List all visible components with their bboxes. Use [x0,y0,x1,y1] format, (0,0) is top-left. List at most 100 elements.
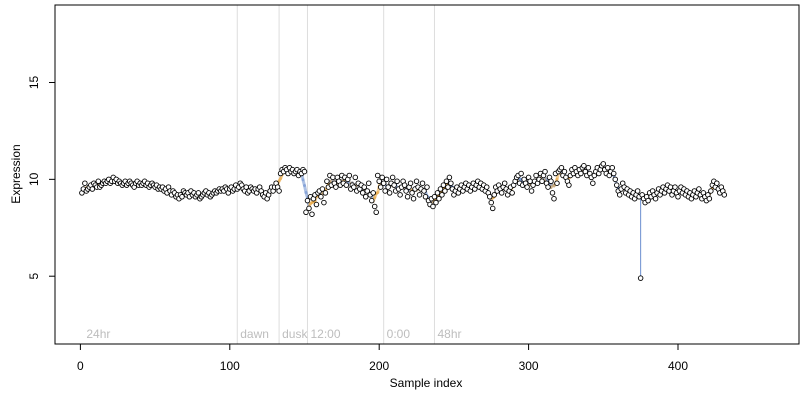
data-point [645,197,651,204]
data-point [542,168,548,175]
data-point [484,184,490,190]
data-point [391,182,397,188]
data-point [373,209,379,216]
data-point [424,184,430,190]
x-tick-label: 400 [668,359,688,373]
data-point [360,190,366,196]
data-point [545,184,551,190]
data-points [79,161,728,281]
data-point [195,190,202,196]
data-point [404,194,411,200]
data-point [351,184,357,190]
data-point [609,164,616,171]
data-point [276,188,282,194]
data-point [561,168,568,175]
data-point [89,186,96,192]
data-point [446,174,453,181]
data-point [346,172,353,179]
data-point [518,170,524,177]
data-point [509,190,515,196]
y-axis-title: Expression [9,144,23,203]
data-point [613,182,620,188]
data-point [301,168,308,175]
data-point [721,192,728,198]
data-point [304,197,311,204]
y-axis: 5 10 15 [27,75,56,280]
data-point [434,190,441,196]
data-point [498,190,505,196]
data-point [343,182,350,188]
data-point [431,194,438,200]
data-point [380,180,387,186]
data-point [401,182,408,188]
data-point [566,182,572,188]
period-label: dawn [240,327,269,341]
data-point [524,184,530,190]
data-point [488,199,494,206]
data-point [319,186,326,192]
data-point [322,190,329,196]
data-point [489,205,496,212]
data-point [578,170,584,177]
data-point [365,180,372,186]
data-point [419,180,426,186]
data-point [397,192,403,198]
data-point [616,192,623,198]
y-tick-label: 15 [27,75,41,89]
data-point [440,182,447,188]
data-point [333,184,339,190]
data-point [549,190,556,196]
data-point [352,174,359,181]
data-point [407,180,414,186]
data-point [370,190,376,196]
data-point [675,194,681,200]
data-point [303,209,309,216]
data-point [437,186,444,192]
data-point [382,188,388,194]
data-point [486,194,493,200]
data-point [533,172,539,179]
x-tick-label: 300 [519,359,539,373]
y-tick-label: 5 [27,273,41,280]
data-point [379,174,385,181]
data-point [612,176,618,183]
data-point [714,180,720,186]
period-lines [236,5,435,344]
data-point [321,199,327,206]
period-label: dusk [282,327,308,341]
data-point [528,188,535,194]
data-point [361,184,368,190]
data-point [309,211,315,217]
data-point [385,184,391,190]
data-point [637,275,644,281]
data-point [95,178,102,185]
data-point [491,192,497,198]
period-labels: 24hr dawn dusk 12:00 0:00 48hr [86,327,461,341]
data-point [422,194,429,200]
data-point [672,184,678,190]
data-point [696,186,702,192]
data-point [179,194,185,200]
data-point [376,178,382,185]
data-point [433,199,439,206]
data-point [706,195,713,202]
data-point [585,164,592,171]
data-point [383,176,390,183]
data-point [652,195,659,202]
data-point [403,188,409,194]
data-point [439,192,445,198]
data-point [318,194,324,200]
data-point [551,195,557,202]
data-point [416,192,423,198]
x-tick-label: 100 [220,359,240,373]
data-point [501,180,508,186]
data-point [610,170,617,177]
data-point [394,178,400,185]
data-point [581,163,587,169]
data-point [368,197,375,204]
data-point [306,205,312,212]
x-axis: 0 100 200 300 400 [77,343,688,373]
period-label: 24hr [86,327,110,341]
data-point [330,174,336,181]
data-point [421,188,427,194]
